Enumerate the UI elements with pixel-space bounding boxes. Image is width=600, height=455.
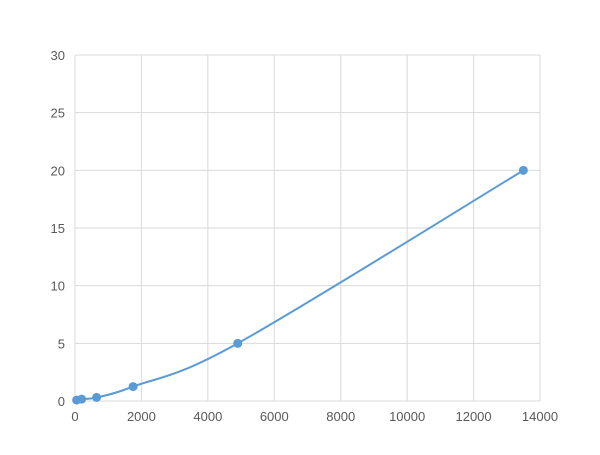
x-tick-label: 14000 xyxy=(522,409,558,424)
y-tick-label: 30 xyxy=(51,48,65,63)
data-point xyxy=(77,394,87,404)
y-tick-label: 5 xyxy=(58,336,65,351)
data-point xyxy=(128,382,138,392)
x-tick-label: 12000 xyxy=(455,409,491,424)
y-tick-label: 25 xyxy=(51,106,65,121)
y-tick-label: 20 xyxy=(51,163,65,178)
x-tick-label: 2000 xyxy=(127,409,156,424)
y-tick-label: 15 xyxy=(51,221,65,236)
y-tick-label: 10 xyxy=(51,279,65,294)
y-tick-label: 0 xyxy=(58,394,65,409)
x-tick-label: 10000 xyxy=(389,409,425,424)
data-point xyxy=(92,392,102,402)
x-tick-label: 8000 xyxy=(326,409,355,424)
x-tick-label: 6000 xyxy=(260,409,289,424)
x-tick-label: 0 xyxy=(71,409,78,424)
data-point xyxy=(518,165,528,175)
x-tick-label: 4000 xyxy=(193,409,222,424)
data-point xyxy=(233,338,243,348)
